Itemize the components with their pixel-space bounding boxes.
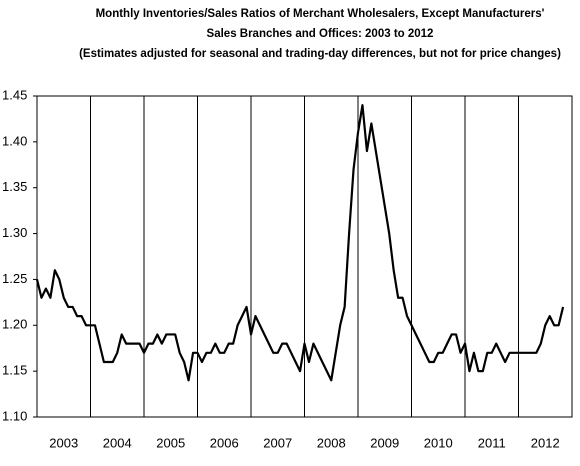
y-tick-label: 1.35 [2, 179, 27, 194]
x-tick-label: 2009 [370, 435, 399, 450]
x-tick-label: 2011 [478, 435, 506, 450]
chart-title: Monthly Inventories/Sales Ratios of Merc… [96, 8, 545, 20]
data-line [35, 104, 565, 382]
x-tick-label: 2004 [103, 435, 132, 450]
y-tick-label: 1.25 [2, 271, 27, 286]
x-tick-label: 2007 [263, 435, 292, 450]
y-tick-label: 1.15 [2, 363, 27, 378]
x-tick-label: 2005 [156, 435, 185, 450]
y-tick-label: 1.45 [2, 87, 27, 102]
chart-note: (Estimates adjusted for seasonal and tra… [79, 48, 561, 60]
x-tick-label: 2003 [49, 435, 78, 450]
x-tick-label: 2008 [317, 435, 346, 450]
x-tick-label: 2010 [424, 435, 453, 450]
x-tick-label: 2006 [210, 435, 239, 450]
y-tick-label: 1.40 [2, 133, 27, 148]
y-tick-label: 1.20 [2, 317, 27, 332]
y-tick-label: 1.10 [2, 408, 27, 423]
x-tick-label: 2012 [531, 435, 560, 450]
chart-subtitle: Sales Branches and Offices: 2003 to 2012 [207, 28, 434, 40]
y-tick-label: 1.30 [2, 225, 27, 240]
